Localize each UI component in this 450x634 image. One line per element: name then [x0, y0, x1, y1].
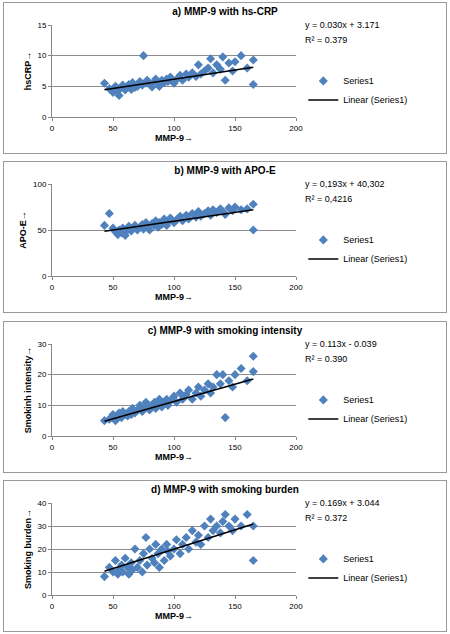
svg-text:0: 0 — [50, 283, 55, 292]
svg-text:10: 10 — [37, 51, 46, 60]
svg-text:Series1: Series1 — [343, 395, 374, 405]
svg-text:0: 0 — [42, 591, 47, 600]
svg-text:200: 200 — [289, 442, 303, 451]
svg-text:hsCRP→: hsCRP→ — [23, 52, 33, 91]
svg-text:30: 30 — [37, 339, 46, 348]
svg-text:0: 0 — [50, 602, 55, 611]
svg-text:y = 0.113x - 0.039: y = 0.113x - 0.039 — [305, 339, 377, 349]
svg-text:MMP-9→: MMP-9→ — [155, 133, 193, 143]
svg-text:b) MMP-9 with APO-E: b) MMP-9 with APO-E — [174, 165, 276, 176]
svg-text:y = 0,193x + 40,302: y = 0,193x + 40,302 — [305, 179, 385, 189]
svg-text:d) MMP-9 with smoking burden: d) MMP-9 with smoking burden — [151, 483, 299, 494]
svg-text:200: 200 — [289, 283, 303, 292]
svg-text:MMP-9→: MMP-9→ — [155, 451, 193, 461]
svg-text:10: 10 — [37, 568, 46, 577]
svg-text:100: 100 — [167, 124, 181, 133]
svg-text:200: 200 — [289, 602, 303, 611]
svg-text:150: 150 — [228, 124, 242, 133]
svg-text:150: 150 — [228, 442, 242, 451]
svg-text:Linear (Series1): Linear (Series1) — [343, 255, 407, 265]
svg-text:0: 0 — [50, 124, 55, 133]
svg-text:Series1: Series1 — [343, 236, 374, 246]
svg-text:30: 30 — [37, 522, 46, 531]
svg-text:R² = 0.372: R² = 0.372 — [305, 513, 347, 523]
svg-text:R² = 0,4216: R² = 0,4216 — [305, 194, 352, 204]
svg-text:40: 40 — [37, 499, 46, 508]
svg-text:y = 0.030x + 3.171: y = 0.030x + 3.171 — [305, 20, 380, 30]
svg-text:Series1: Series1 — [343, 554, 374, 564]
svg-text:200: 200 — [289, 124, 303, 133]
svg-text:R² = 0.390: R² = 0.390 — [305, 354, 347, 364]
svg-text:MMP-9→: MMP-9→ — [155, 611, 193, 621]
svg-text:150: 150 — [228, 283, 242, 292]
svg-text:y = 0.169x + 3.044: y = 0.169x + 3.044 — [305, 498, 380, 508]
svg-text:0: 0 — [42, 431, 47, 440]
svg-text:50: 50 — [109, 602, 118, 611]
svg-text:Smoking burden→: Smoking burden→ — [23, 509, 33, 589]
svg-text:100: 100 — [167, 602, 181, 611]
svg-text:c) MMP-9 with smoking intensit: c) MMP-9 with smoking intensity — [148, 324, 303, 335]
svg-text:15: 15 — [37, 21, 46, 30]
svg-text:20: 20 — [37, 545, 46, 554]
svg-text:10: 10 — [37, 401, 46, 410]
svg-text:0: 0 — [42, 113, 47, 122]
svg-text:0: 0 — [50, 442, 55, 451]
svg-text:Linear (Series1): Linear (Series1) — [343, 95, 407, 105]
svg-text:Linear (Series1): Linear (Series1) — [343, 573, 407, 583]
svg-text:Series1: Series1 — [343, 76, 374, 86]
svg-text:20: 20 — [37, 370, 46, 379]
svg-text:APO-E→: APO-E→ — [18, 212, 28, 250]
svg-text:5: 5 — [42, 82, 47, 91]
svg-text:Smokinh intensity→: Smokinh intensity→ — [23, 346, 33, 433]
svg-text:Linear (Series1): Linear (Series1) — [343, 414, 407, 424]
svg-text:a) MMP-9 with hs-CRP: a) MMP-9 with hs-CRP — [172, 6, 278, 17]
svg-text:100: 100 — [33, 180, 47, 189]
svg-text:0: 0 — [42, 272, 47, 281]
svg-text:MMP-9→: MMP-9→ — [155, 292, 193, 302]
svg-text:100: 100 — [167, 283, 181, 292]
svg-text:R² = 0.379: R² = 0.379 — [305, 35, 347, 45]
svg-text:50: 50 — [109, 283, 118, 292]
svg-text:50: 50 — [109, 124, 118, 133]
svg-text:50: 50 — [109, 442, 118, 451]
svg-text:100: 100 — [167, 442, 181, 451]
svg-text:150: 150 — [228, 602, 242, 611]
svg-text:50: 50 — [37, 226, 46, 235]
